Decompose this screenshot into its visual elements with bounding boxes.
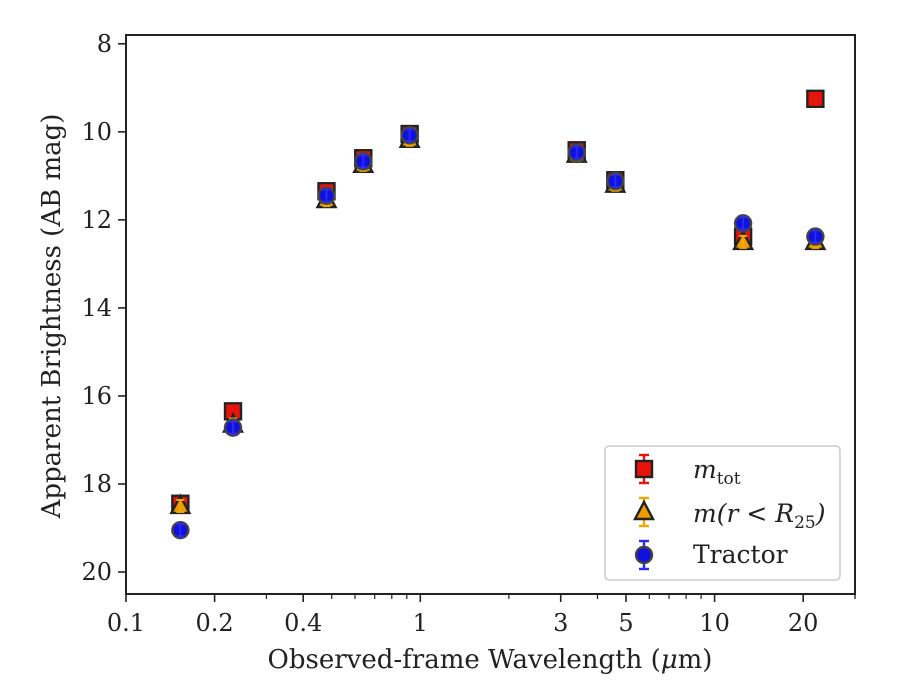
- y-tick-label: 18: [81, 470, 112, 498]
- y-tick-label: 10: [81, 118, 112, 146]
- x-axis-label: Observed-frame Wavelength (μm): [268, 645, 713, 675]
- y-tick-label: 8: [97, 30, 112, 58]
- legend-entry-m-r25: m(r < R25): [693, 499, 825, 533]
- legend-marker-tractor: [634, 545, 654, 565]
- x-tick-label: 10: [699, 609, 730, 637]
- legend-marker-mtot: [634, 459, 654, 479]
- x-tick-label: 0.2: [196, 609, 234, 637]
- x-tick-label: 3: [553, 609, 568, 637]
- legend-box: [604, 445, 841, 581]
- x-tick-label: 1: [413, 609, 428, 637]
- x-axis: 0.1 0.2 0.4 1 3 5 10 20: [107, 594, 856, 637]
- series-2: [171, 126, 825, 540]
- y-tick-label: 16: [81, 382, 112, 410]
- plot-area: [169, 89, 827, 540]
- legend-entry-tractor: Tractor: [693, 540, 788, 569]
- legend-markers: [633, 453, 655, 571]
- plot-frame: [125, 34, 856, 595]
- y-tick-label: 12: [81, 206, 112, 234]
- x-tick-label: 0.4: [284, 609, 322, 637]
- y-axis: 8 10 12 14 16 18 20: [81, 30, 126, 586]
- y-axis-label: Apparent Brightness (AB mag): [37, 114, 67, 520]
- y-tick-label: 20: [81, 558, 112, 586]
- x-tick-label: 5: [618, 609, 633, 637]
- legend: mtot m(r < R25) Tractor: [604, 445, 841, 581]
- x-tick-label: 20: [788, 609, 819, 637]
- legend-entry-mtot: mtot: [693, 455, 741, 489]
- legend-marker-m-r25: [633, 499, 655, 521]
- x-tick-label: 0.1: [107, 609, 145, 637]
- y-tick-label: 14: [81, 294, 112, 322]
